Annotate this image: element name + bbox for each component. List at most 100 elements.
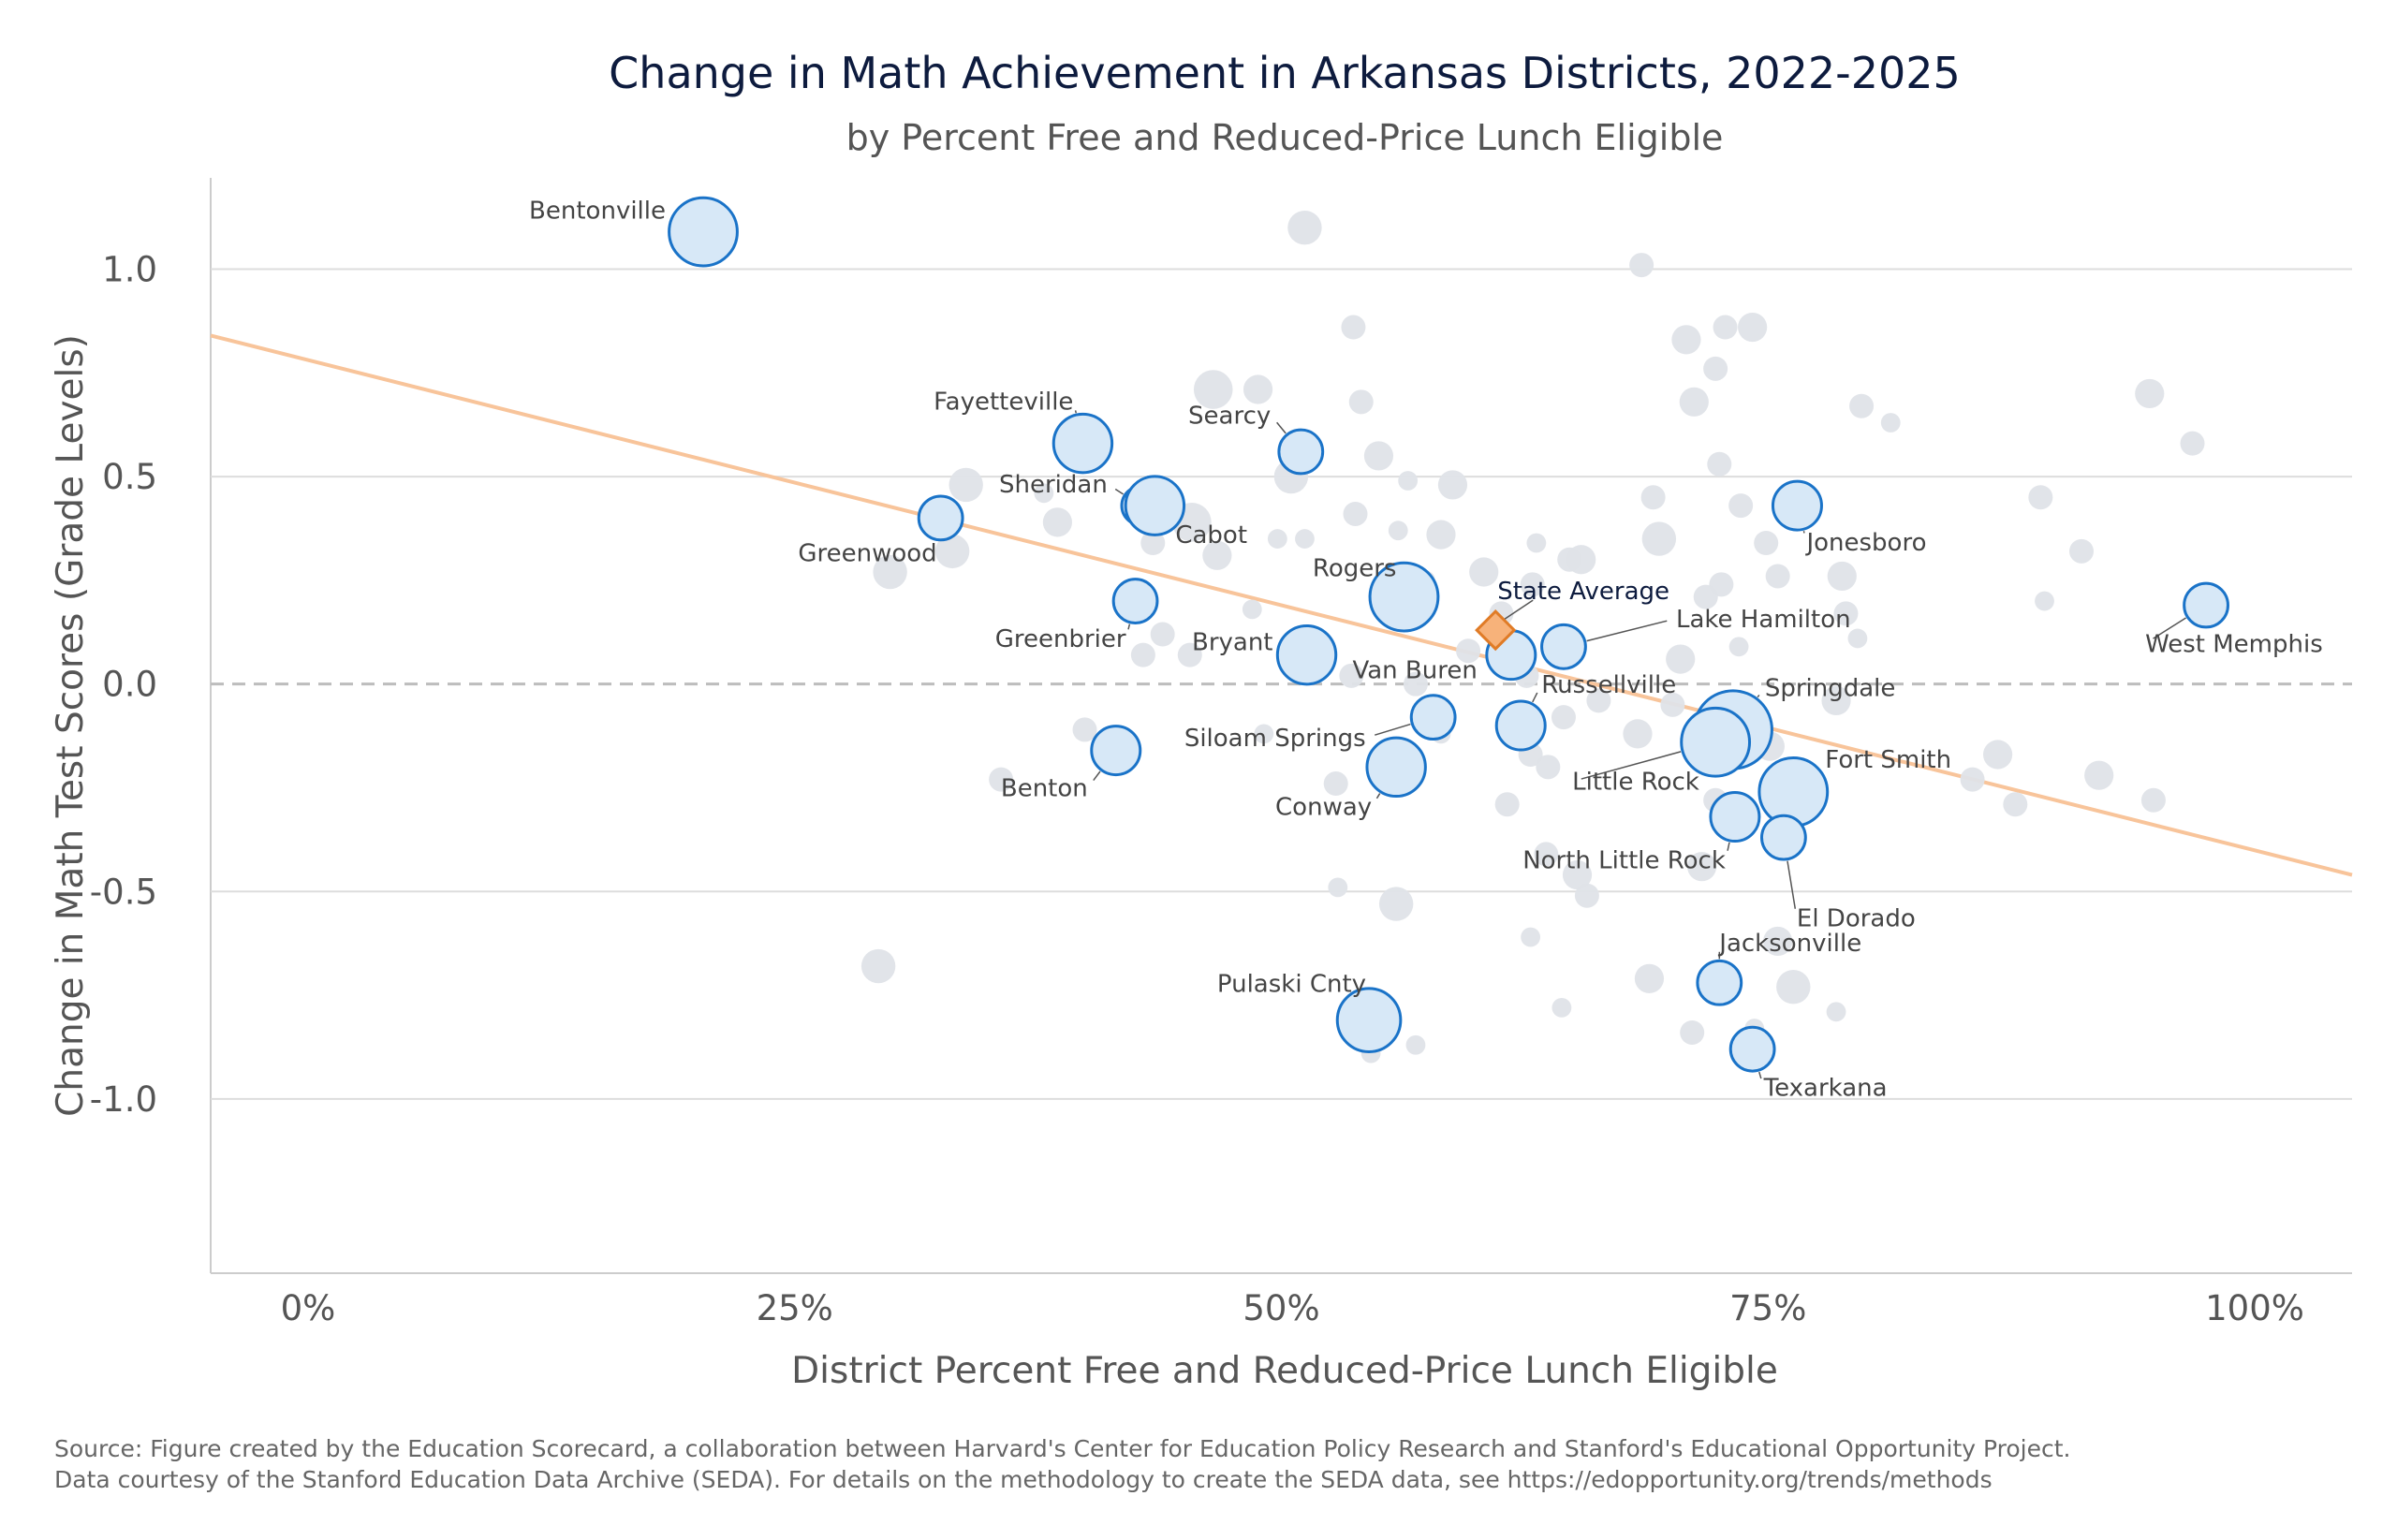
leader-line <box>2153 617 2186 639</box>
district-point <box>1847 628 1868 649</box>
x-tick-label: 100% <box>2205 1288 2304 1328</box>
leader-line <box>1787 860 1797 909</box>
district-point <box>1686 852 1717 882</box>
grid-layer <box>211 268 2352 1100</box>
x-tick-label: 75% <box>1729 1288 1806 1328</box>
district-point <box>1660 692 1685 717</box>
district-label: Lake Hamilton <box>1676 606 1851 634</box>
district-point <box>1983 740 2013 770</box>
district-label: Greenbrier <box>995 625 1126 653</box>
district-point <box>1574 883 1599 908</box>
highlighted-district-point <box>1757 756 1830 828</box>
district-point <box>1042 507 1073 537</box>
district-label: Fayetteville <box>934 389 1073 417</box>
district-point <box>1150 622 1175 647</box>
highlighted-district-point <box>1771 479 1823 532</box>
district-point <box>1534 842 1559 867</box>
highlighted-district-point <box>1124 475 1186 536</box>
district-label: El Dorado <box>1797 905 1916 933</box>
district-point <box>1640 485 1666 510</box>
district-labels: Bentonville Fayetteville Greenwood Sheridan… <box>529 198 2323 1103</box>
district-point <box>1703 356 1728 381</box>
district-point <box>1551 997 1572 1018</box>
leader-line <box>1727 842 1730 851</box>
highlighted-district-point <box>1680 706 1752 778</box>
district-point <box>1363 441 1394 471</box>
district-point <box>1827 561 1857 592</box>
leader-line <box>1093 770 1101 782</box>
highlighted-district-point <box>1275 623 1338 686</box>
district-point <box>2028 485 2053 510</box>
trend-layer <box>210 333 2353 877</box>
y-axis-title: Change in Math Test Scores (Grade Levels… <box>50 334 92 1117</box>
district-point <box>1034 483 1054 504</box>
district-point <box>1177 642 1202 667</box>
chart-subtitle: by Percent Free and Reduced-Price Lunch … <box>846 117 1724 158</box>
highlighted-district-point <box>1409 694 1457 741</box>
trend-line <box>210 333 2353 877</box>
district-point <box>1343 501 1368 526</box>
district-label: Benton <box>1001 775 1088 803</box>
district-label: North Little Rock <box>1522 847 1726 875</box>
district-point <box>1707 451 1732 477</box>
district-label: Searcy <box>1188 403 1271 431</box>
district-point <box>1833 601 1859 626</box>
district-point <box>1323 771 1348 797</box>
district-label: Cabot <box>1175 521 1247 550</box>
district-point <box>1960 767 1985 792</box>
district-point <box>1130 642 1155 667</box>
leader-line <box>1375 723 1411 736</box>
chart-title: Change in Math Achievement in Arkansas D… <box>609 48 1961 98</box>
district-point <box>934 534 970 569</box>
district-label: Siloam Springs <box>1184 725 1366 753</box>
leader-lines <box>1074 410 2186 1079</box>
district-point <box>1728 493 1754 519</box>
y-tick-label: 1.0 <box>102 250 157 290</box>
highlighted-district-point <box>2183 581 2229 629</box>
district-label: Texarkana <box>1763 1075 1888 1103</box>
district-point <box>1520 572 1545 597</box>
district-point <box>873 554 907 590</box>
district-point <box>1140 531 1166 555</box>
state-average: State Average <box>1475 578 1669 652</box>
background-points <box>860 210 2205 1063</box>
leader-line <box>1802 531 1805 534</box>
district-point <box>1339 663 1364 688</box>
district-point <box>1403 671 1428 697</box>
highlighted-district-point <box>1728 1025 1776 1073</box>
district-label: Pulaski Cnty <box>1217 971 1366 999</box>
district-point <box>1469 557 1499 587</box>
district-point <box>1378 887 1414 921</box>
district-point <box>1849 393 1875 418</box>
district-point <box>1437 470 1468 500</box>
district-point <box>1629 253 1654 278</box>
district-label: Fort Smith <box>1825 746 1951 774</box>
district-label: Van Buren <box>1352 657 1477 685</box>
district-point <box>1072 717 1097 742</box>
district-point <box>1254 724 1274 744</box>
leader-line <box>1532 692 1538 703</box>
district-label: Little Rock <box>1572 769 1699 797</box>
district-point <box>1243 374 1273 404</box>
leader-line <box>1757 694 1760 698</box>
district-point <box>2180 431 2205 456</box>
district-point <box>1776 970 1811 1005</box>
district-point <box>1763 926 1793 957</box>
district-label: Rogers <box>1313 555 1397 583</box>
highlighted-district-point <box>917 494 964 542</box>
state-average-marker <box>1475 609 1517 652</box>
district-point <box>2140 787 2166 813</box>
district-point <box>1821 685 1851 716</box>
district-point <box>1494 792 1520 817</box>
highlighted-district-point <box>1051 412 1114 475</box>
district-point <box>1328 877 1348 898</box>
district-point <box>1426 520 1456 550</box>
leader-line <box>1581 751 1682 780</box>
district-point <box>1671 325 1701 355</box>
district-point <box>1193 370 1233 409</box>
highlighted-district-point <box>668 196 739 268</box>
district-label: West Memphis <box>2145 630 2323 658</box>
district-point <box>989 767 1014 792</box>
district-point <box>1242 599 1262 620</box>
